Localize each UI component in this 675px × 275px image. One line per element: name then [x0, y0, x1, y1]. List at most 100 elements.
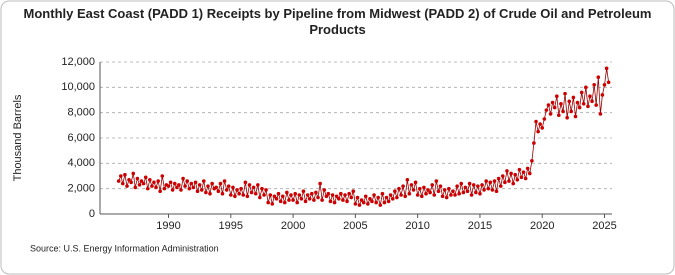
- x-tick-label: 1990: [156, 220, 180, 232]
- data-point: [179, 188, 183, 192]
- data-point: [559, 102, 563, 106]
- data-point: [268, 193, 273, 197]
- data-point: [415, 193, 420, 197]
- data-point: [596, 75, 601, 79]
- data-point: [220, 191, 225, 196]
- data-point: [594, 103, 598, 107]
- data-point: [291, 198, 295, 202]
- data-point: [183, 184, 187, 188]
- data-point: [166, 184, 171, 188]
- data-point: [592, 83, 596, 87]
- data-point: [229, 193, 233, 197]
- y-tick-label: 6,000: [67, 132, 95, 144]
- data-point: [561, 109, 565, 114]
- data-point: [127, 178, 131, 182]
- data-point: [158, 189, 162, 193]
- data-point: [206, 184, 210, 188]
- data-point: [152, 180, 156, 185]
- data-point: [191, 185, 196, 190]
- data-point: [305, 193, 310, 197]
- data-point: [463, 185, 468, 190]
- data-point: [552, 105, 557, 110]
- data-point: [245, 194, 250, 199]
- data-point: [496, 176, 501, 181]
- data-point: [449, 193, 453, 197]
- data-point: [517, 167, 522, 172]
- data-point: [326, 191, 331, 196]
- data-point: [567, 99, 572, 104]
- data-point: [436, 189, 441, 193]
- data-point: [403, 194, 408, 199]
- data-point: [224, 188, 229, 192]
- data-point: [264, 188, 268, 192]
- data-point: [505, 169, 509, 173]
- data-point: [471, 183, 476, 187]
- data-point: [557, 113, 561, 117]
- data-point: [565, 115, 569, 120]
- data-point: [309, 191, 314, 196]
- data-point: [444, 195, 449, 200]
- data-point: [579, 90, 584, 95]
- data-point: [301, 189, 306, 193]
- data-point: [150, 184, 154, 188]
- data-point: [148, 178, 152, 182]
- data-point: [480, 183, 484, 187]
- data-point: [536, 129, 540, 134]
- data-point: [515, 178, 520, 182]
- data-point: [519, 175, 524, 180]
- data-point: [409, 183, 414, 187]
- data-point: [457, 191, 461, 196]
- data-point: [282, 200, 287, 205]
- data-point: [469, 193, 474, 197]
- data-point: [542, 117, 547, 121]
- data-point: [241, 193, 246, 197]
- data-point: [154, 185, 158, 190]
- data-point: [451, 189, 455, 193]
- data-point: [530, 159, 534, 163]
- data-point: [285, 190, 289, 195]
- data-point: [413, 180, 418, 185]
- data-point: [297, 193, 302, 197]
- y-tick-label: 0: [89, 208, 95, 220]
- data-point: [361, 200, 366, 205]
- data-point: [378, 203, 383, 207]
- data-point: [243, 180, 248, 185]
- data-point: [172, 181, 177, 186]
- data-point: [280, 194, 285, 199]
- data-point: [430, 183, 435, 187]
- data-point: [573, 114, 578, 119]
- x-tick-label: 2000: [281, 220, 305, 232]
- data-point: [544, 108, 549, 112]
- data-point: [532, 141, 536, 145]
- data-point: [204, 190, 208, 195]
- data-point: [401, 184, 405, 188]
- data-point: [476, 184, 480, 188]
- data-point: [322, 188, 327, 192]
- data-point: [218, 181, 223, 186]
- data-point: [129, 180, 133, 185]
- data-point: [482, 188, 486, 192]
- data-point: [534, 119, 538, 124]
- data-point: [602, 83, 607, 87]
- data-point: [523, 176, 528, 181]
- data-point: [374, 200, 378, 205]
- data-point: [233, 194, 237, 199]
- data-point: [237, 191, 241, 196]
- data-point: [170, 188, 175, 192]
- data-point: [272, 194, 277, 199]
- data-point: [465, 189, 470, 193]
- data-point: [199, 188, 204, 192]
- data-point: [345, 199, 349, 204]
- data-point: [287, 198, 291, 202]
- data-point: [208, 191, 212, 196]
- data-point: [197, 183, 202, 187]
- data-point: [357, 203, 362, 207]
- data-point: [332, 200, 337, 205]
- data-point: [214, 185, 219, 190]
- data-point: [312, 198, 316, 202]
- data-point: [235, 188, 239, 192]
- data-point: [187, 186, 192, 191]
- data-point: [382, 200, 387, 205]
- data-point: [276, 191, 281, 196]
- data-point: [538, 122, 542, 126]
